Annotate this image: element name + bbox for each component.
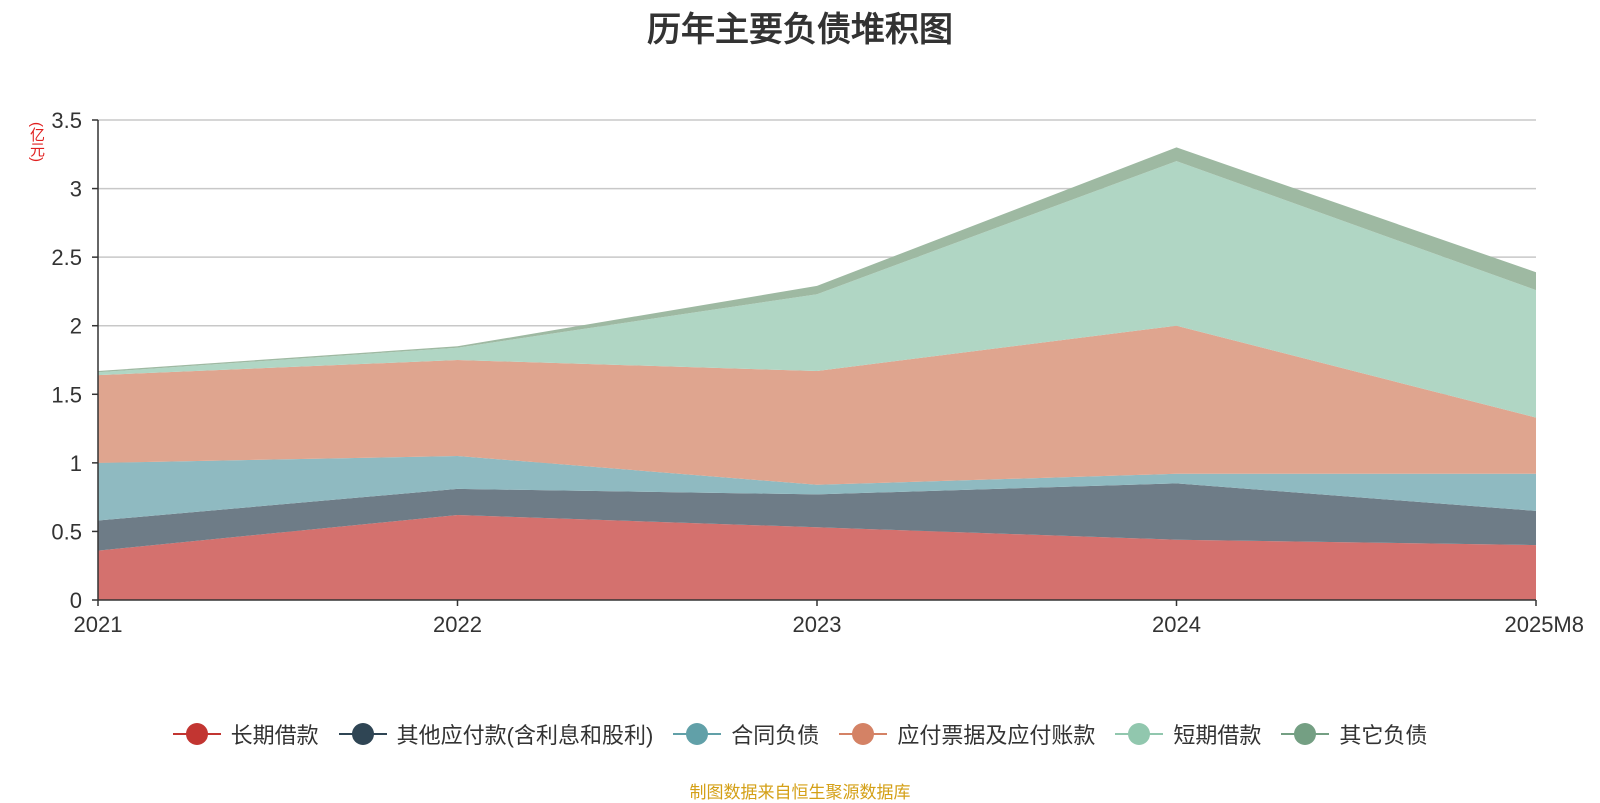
axes: 0 0.5 1 1.5 2 2.5 3 3.5 2021 2022 2023 2024 2025M8 [51,108,1584,637]
legend-label: 长期借款 [230,723,319,748]
y-axis-unit-label: (亿元) [28,122,45,162]
x-tick-label: 2021 [74,612,123,637]
y-tick-label: 3.5 [51,108,82,133]
legend-item[interactable]: 应付票据及应付账款 [839,718,1095,750]
legend-item[interactable]: 长期借款 [172,718,319,750]
y-tick-label: 1.5 [51,382,82,407]
legend-item[interactable]: 合同负债 [673,718,819,750]
legend-label: 应付票据及应付账款 [897,723,1096,748]
legend-label: 其它负债 [1339,723,1428,748]
chart-title: 历年主要负债堆积图 [647,11,953,49]
legend-item[interactable]: 短期借款 [1115,718,1261,750]
area-1 [98,515,1536,600]
legend-label: 短期借款 [1173,723,1262,748]
legend-marker [172,722,221,746]
x-tick-label: 2023 [793,612,842,637]
legend-marker [1115,722,1164,746]
area-3 [98,456,1536,521]
legend-marker-dot [351,723,374,745]
x-tick-label: 2025M8 [1504,612,1584,637]
legend-marker-dot [1294,723,1317,745]
legend-marker-dot [1128,723,1151,745]
area-2 [98,483,1536,551]
y-tick-label: 1 [70,451,82,476]
legend-label: 合同负债 [731,723,820,748]
legend-label: 其他应付款(含利息和股利) [396,723,654,748]
y-tick-label: 2 [70,314,82,339]
y-tick-label: 0 [70,588,82,613]
legend-marker-dot [852,723,875,745]
area-4 [98,325,1536,485]
y-tick-label: 3 [70,177,82,202]
data-source-note: 制图数据来自恒生聚源数据库 [689,783,911,802]
y-tick-label: 2.5 [51,245,82,270]
legend-marker [673,722,722,746]
x-tick-label: 2024 [1152,612,1201,637]
chart-legend: 长期借款 其他应付款(含利息和股利) 合同负债 应付票据及应付账款 短期借款 其它负债 [0,718,1600,750]
area-series [98,147,1536,600]
legend-marker [1281,722,1330,746]
legend-marker-dot [686,723,709,745]
legend-marker [338,722,387,746]
legend-marker [839,722,888,746]
legend-item[interactable]: 其它负债 [1281,718,1427,750]
x-tick-label: 2022 [433,612,482,637]
legend-item[interactable]: 其他应付款(含利息和股利) [338,718,654,750]
legend-marker-dot [185,723,208,745]
y-tick-label: 0.5 [51,519,82,544]
area-5 [98,161,1536,418]
